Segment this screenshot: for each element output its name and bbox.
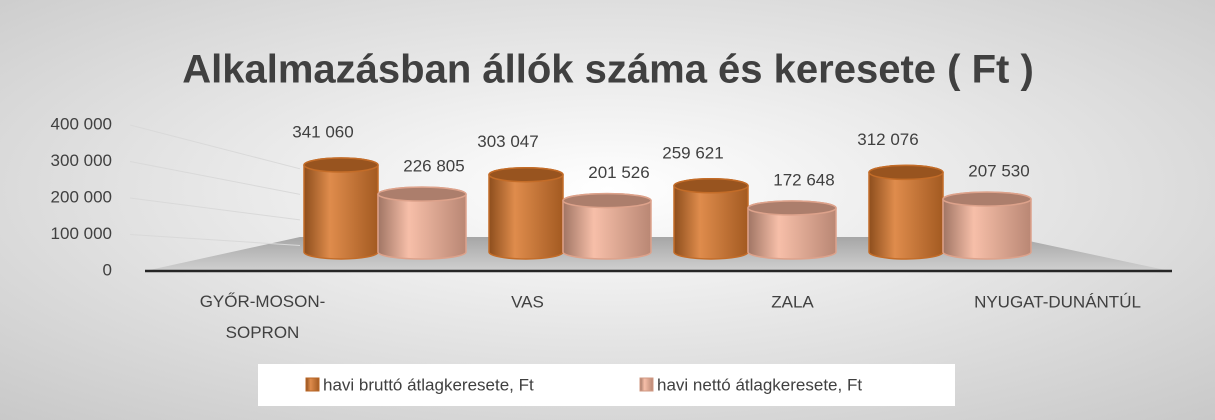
value-label: 172 648 bbox=[773, 170, 834, 189]
x-tick-label: GYŐR-MOSON-SOPRON bbox=[200, 292, 326, 342]
value-label: 312 076 bbox=[857, 130, 918, 149]
bar-top bbox=[488, 166, 564, 183]
x-tick-label: NYUGAT-DUNÁNTÚL bbox=[974, 292, 1141, 311]
y-tick-label: 0 bbox=[103, 260, 112, 279]
chart-title: Alkalmazásban állók száma és keresete ( … bbox=[182, 48, 1034, 92]
bar-top bbox=[942, 191, 1032, 207]
value-label: 207 530 bbox=[968, 162, 1029, 181]
value-label: 341 060 bbox=[292, 123, 353, 142]
bar-top bbox=[673, 178, 749, 194]
bar-top bbox=[377, 186, 467, 202]
y-tick-label: 100 000 bbox=[51, 224, 112, 243]
legend bbox=[258, 364, 955, 406]
value-label: 201 526 bbox=[588, 163, 649, 182]
bar-top bbox=[562, 192, 652, 209]
value-label: 303 047 bbox=[477, 132, 538, 151]
grid-line bbox=[129, 197, 301, 221]
y-tick-label: 300 000 bbox=[51, 151, 112, 170]
bar-top bbox=[868, 164, 944, 181]
bar-top bbox=[747, 200, 837, 216]
bar-top bbox=[303, 157, 379, 173]
bar bbox=[303, 157, 379, 260]
x-tick-label: VAS bbox=[511, 292, 544, 311]
legend-swatch bbox=[639, 377, 654, 392]
legend-label: havi nettó átlagkeresete, Ft bbox=[657, 375, 862, 394]
value-label: 259 621 bbox=[662, 143, 723, 162]
legend-swatch bbox=[305, 377, 320, 392]
x-tick-label: ZALA bbox=[771, 292, 814, 311]
grid-line bbox=[129, 161, 301, 195]
y-tick-label: 400 000 bbox=[51, 114, 112, 133]
y-tick-label: 200 000 bbox=[51, 187, 112, 206]
grid-line bbox=[129, 124, 301, 170]
legend-label: havi bruttó átlagkeresete, Ft bbox=[323, 375, 534, 394]
grid-line bbox=[129, 234, 301, 246]
value-label: 226 805 bbox=[403, 157, 464, 176]
